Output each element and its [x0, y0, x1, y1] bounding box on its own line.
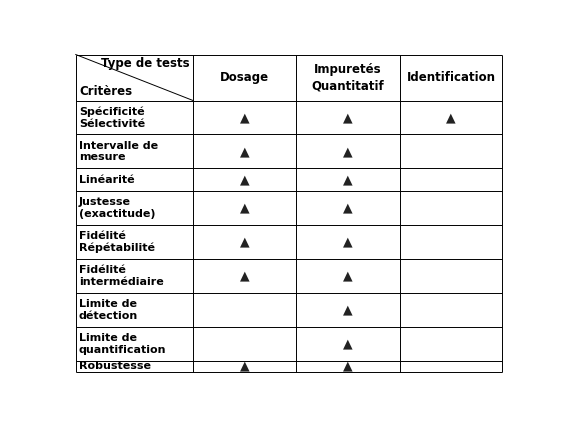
Text: ▲: ▲	[240, 270, 249, 283]
Text: Intervalle de
mesure: Intervalle de mesure	[79, 141, 158, 162]
Text: ▲: ▲	[343, 145, 352, 158]
Text: Spécificité
Sélectivité: Spécificité Sélectivité	[79, 106, 145, 129]
Text: ▲: ▲	[343, 338, 352, 350]
Text: ▲: ▲	[240, 202, 249, 215]
Text: Linéarité: Linéarité	[79, 175, 134, 185]
Text: Dosage: Dosage	[220, 71, 269, 84]
Text: Identification: Identification	[407, 71, 495, 84]
Text: Limite de
quantification: Limite de quantification	[79, 333, 166, 355]
Text: ▲: ▲	[343, 202, 352, 215]
Text: Robustesse: Robustesse	[79, 361, 151, 371]
Text: ▲: ▲	[240, 145, 249, 158]
Text: Impuretés
Quantitatif: Impuretés Quantitatif	[311, 63, 384, 92]
Text: ▲: ▲	[343, 111, 352, 124]
Text: ▲: ▲	[240, 235, 249, 249]
Text: Type de tests: Type de tests	[101, 57, 190, 70]
Text: ▲: ▲	[240, 360, 249, 373]
Text: Fidélité
intermédiaire: Fidélité intermédiaire	[79, 265, 164, 287]
Text: ▲: ▲	[446, 111, 456, 124]
Text: ▲: ▲	[240, 173, 249, 186]
Text: Fidélité
Répétabilité: Fidélité Répétabilité	[79, 231, 155, 253]
Text: ▲: ▲	[343, 173, 352, 186]
Text: ▲: ▲	[343, 235, 352, 249]
Text: ▲: ▲	[240, 111, 249, 124]
Text: ▲: ▲	[343, 303, 352, 316]
Text: Justesse
(exactitude): Justesse (exactitude)	[79, 197, 155, 219]
Text: ▲: ▲	[343, 360, 352, 373]
Text: Critères: Critères	[79, 85, 133, 98]
Text: Limite de
détection: Limite de détection	[79, 299, 138, 321]
Text: ▲: ▲	[343, 270, 352, 283]
